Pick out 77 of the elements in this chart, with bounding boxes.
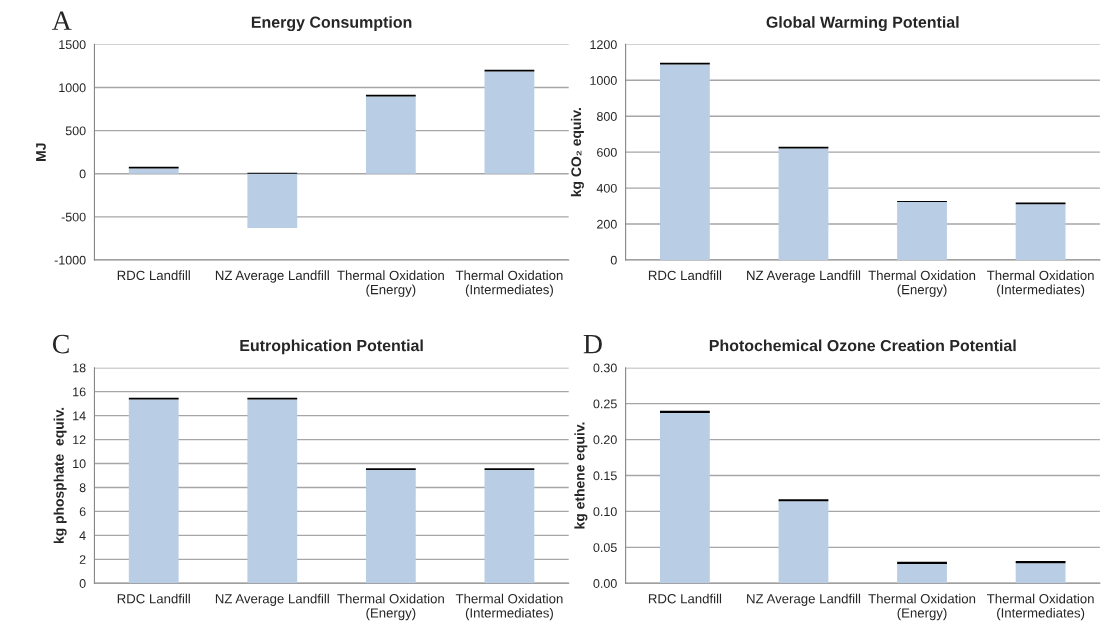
bar [128,168,179,174]
y-axis-title: kg ethene equiv. [574,422,588,529]
bar [484,470,535,584]
y-axis-title: MJ [36,143,46,161]
y-tick-label: 1000 [59,83,86,93]
bar [778,501,829,584]
y-tick-label: 4 [79,531,86,540]
y-tick-label: 0.25 [593,399,617,409]
bar [660,64,710,260]
x-tick-label: Thermal Oxidation (Energy) [337,270,444,297]
y-tick-label: 0.10 [593,507,617,517]
y-tick-label: 1500 [59,40,86,50]
y-tick-label: 800 [596,112,617,121]
y-tick-label: 16 [73,387,86,397]
bar [778,148,829,260]
bar [365,96,416,174]
y-tick-label: -1000 [54,255,86,265]
chart-title: Energy Consumption [251,16,412,32]
x-tick-label: Thermal Oxidation (Intermediates) [455,270,563,297]
y-tick-label: 2 [79,555,86,564]
y-axis-title: kg phosphate equiv. [53,407,67,544]
x-tick-label: Thermal Oxidation (Energy) [868,593,976,621]
y-axis-title: kg CO₂ equiv. [570,108,584,197]
y-tick-label: 10 [73,459,86,469]
y-tick-label: 0.20 [593,435,617,445]
y-tick-label: 0 [79,169,86,179]
y-tick-label: 400 [596,183,617,193]
y-tick-label: 6 [79,507,86,517]
y-tick-label: 500 [65,126,86,136]
x-tick-label: NZ Average Landfill [215,270,329,283]
y-tick-label: 0 [610,255,617,265]
x-tick-label: Thermal Oxidation (Energy) [868,270,976,297]
bar [660,412,710,584]
y-tick-label: 0.00 [593,579,617,588]
bar [778,499,829,502]
bar [897,561,947,564]
bar [660,410,710,413]
chart-title: Photochemical Ozone Creation Potential [709,339,1016,352]
chart-title: Global Warming Potential [766,16,959,32]
x-tick-label: RDC Landfill [648,593,722,604]
y-tick-label: 0.05 [593,543,617,553]
y-tick-label: 0 [79,579,86,588]
y-tick-label: 8 [79,483,86,493]
bar [247,173,298,229]
bar [1015,563,1066,584]
y-tick-label: 600 [597,147,617,157]
chart-title: Eutrophication Potential [240,339,423,355]
x-tick-label: RDC Landfill [117,270,190,281]
bar [484,71,535,174]
x-tick-label: RDC Landfill [117,593,190,604]
bar [128,399,179,584]
x-tick-label: Thermal Oxidation (Intermediates) [987,270,1094,297]
x-tick-label: Thermal Oxidation (Energy) [337,593,444,621]
bar [1015,204,1066,260]
y-tick-label: 0.15 [593,471,617,481]
text: A [52,11,72,30]
bar [1015,561,1066,564]
bar [365,470,416,584]
y-tick-label: 1000 [590,76,617,85]
x-tick-label: Thermal Oxidation (Intermediates) [455,593,563,621]
x-tick-label: RDC Landfill [648,270,722,281]
y-tick-label: 18 [73,363,86,373]
text: D [583,334,602,354]
x-tick-label: NZ Average Landfill [215,593,329,606]
y-tick-label: 14 [73,411,86,421]
y-tick-label: 12 [73,435,86,445]
y-tick-label: 200 [597,219,617,229]
y-tick-label: 0.30 [593,363,617,373]
x-tick-label: NZ Average Landfill [747,270,861,283]
bar [247,399,298,584]
bar [897,202,947,260]
text: C [52,334,69,354]
y-tick-label: -500 [61,212,86,222]
bar [897,563,947,584]
x-tick-label: NZ Average Landfill [747,593,861,606]
y-tick-label: 1200 [590,40,617,50]
x-tick-label: Thermal Oxidation (Intermediates) [987,593,1094,621]
